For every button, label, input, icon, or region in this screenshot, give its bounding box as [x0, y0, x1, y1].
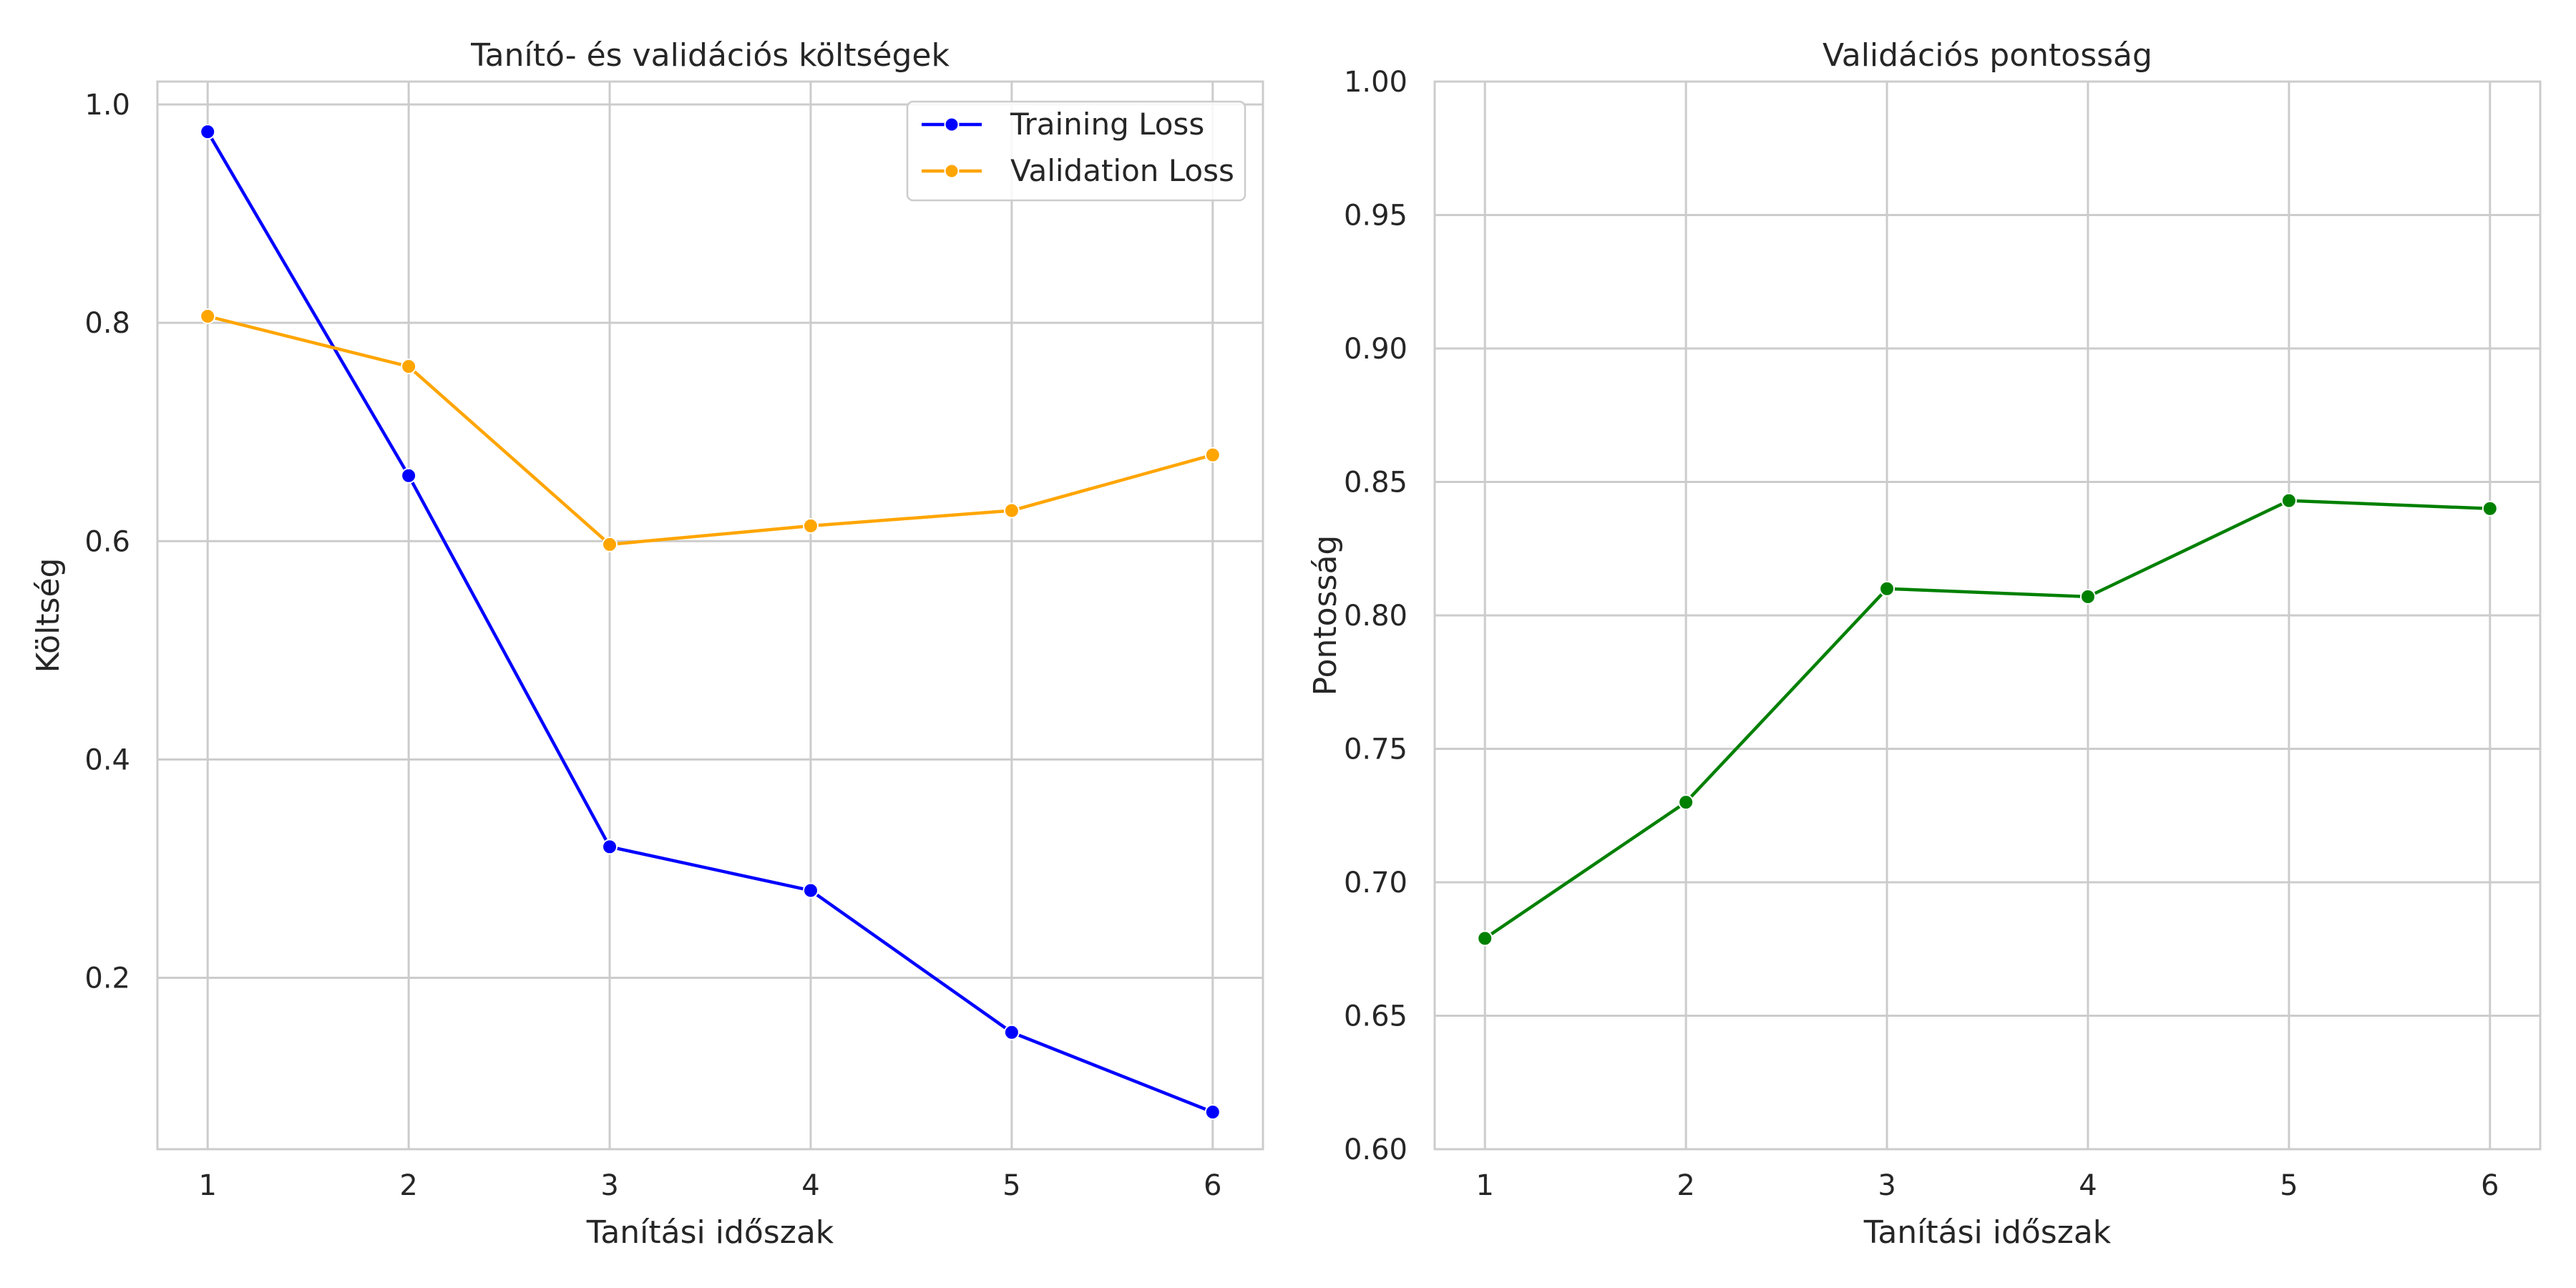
accuracy-series-0-point — [1879, 580, 1896, 597]
accuracy-chart-title: Validációs pontosság — [1823, 37, 2152, 74]
loss-y-axis-label: Költség — [30, 558, 67, 673]
accuracy-series-0-point — [2280, 492, 2297, 509]
loss-series-1-point — [200, 308, 216, 324]
loss-series-1-point — [401, 358, 417, 375]
accuracy-y-tick-label: 0.95 — [1344, 200, 1407, 233]
accuracy-chart: 1 2 3 4 5 6 0.60 0.65 0.70 0.75 0.80 0.85 0.90 0.95 1… — [1307, 37, 2542, 1251]
loss-series-0-point — [1204, 1104, 1221, 1121]
accuracy-series-0-point — [2482, 500, 2498, 517]
loss-y-tick-label: 0.2 — [84, 962, 130, 995]
accuracy-y-tick-label: 0.60 — [1344, 1133, 1407, 1166]
loss-series-1-point — [602, 536, 618, 552]
loss-series-1-point — [802, 517, 819, 534]
loss-x-axis-label: Tanítási időszak — [586, 1214, 834, 1251]
legend-marker-training — [944, 117, 960, 132]
accuracy-series-0-point — [1678, 794, 1694, 811]
loss-series-0-point — [200, 124, 216, 140]
accuracy-series-0-point — [1477, 930, 1493, 947]
loss-y-tick-label: 1.0 — [84, 89, 130, 122]
loss-x-ticks: 1 2 3 4 5 6 — [199, 1169, 1222, 1202]
accuracy-series-0-point — [2079, 588, 2096, 605]
loss-x-tick-label: 6 — [1204, 1169, 1221, 1202]
loss-x-tick-label: 1 — [199, 1169, 217, 1202]
accuracy-series — [1477, 492, 2498, 947]
accuracy-x-ticks: 1 2 3 4 5 6 — [1476, 1169, 2499, 1202]
loss-chart: 1 2 3 4 5 6 0.2 0.4 0.6 0.8 1.0 Tanító- és validá… — [30, 37, 1264, 1251]
loss-series-0-point — [602, 839, 618, 855]
accuracy-y-tick-label: 0.90 — [1344, 333, 1407, 366]
accuracy-x-tick-label: 1 — [1476, 1169, 1494, 1202]
loss-legend: Training Loss Validation Loss — [906, 100, 1246, 202]
accuracy-y-ticks: 0.60 0.65 0.70 0.75 0.80 0.85 0.90 0.95 1.00 — [1344, 66, 1407, 1166]
loss-x-tick-label: 2 — [399, 1169, 417, 1202]
legend-label-validation: Validation Loss — [1010, 153, 1234, 188]
legend-box — [906, 100, 1246, 202]
loss-series-1-line — [207, 314, 1214, 547]
loss-chart-title: Tanító- és validációs költségek — [470, 37, 950, 74]
accuracy-series-0-line — [1483, 499, 2490, 940]
loss-series-1-point — [1204, 447, 1221, 463]
loss-series — [200, 124, 1221, 1121]
accuracy-x-axis-label: Tanítási időszak — [1863, 1214, 2112, 1251]
loss-y-tick-label: 0.4 — [84, 743, 130, 776]
accuracy-x-tick-label: 4 — [2079, 1169, 2097, 1202]
legend-marker-validation — [944, 163, 960, 179]
loss-series-0-point — [802, 882, 819, 899]
loss-x-tick-label: 5 — [1002, 1169, 1020, 1202]
loss-plot-frame — [156, 80, 1264, 1151]
loss-y-tick-label: 0.8 — [84, 307, 130, 340]
loss-series-0-line — [206, 131, 1214, 1114]
loss-y-ticks: 0.2 0.4 0.6 0.8 1.0 — [84, 89, 130, 995]
loss-x-tick-label: 3 — [600, 1169, 618, 1202]
accuracy-plot-frame — [1433, 80, 2542, 1151]
accuracy-y-tick-label: 0.80 — [1344, 600, 1407, 633]
accuracy-x-tick-label: 5 — [2280, 1169, 2298, 1202]
loss-series-0-point — [401, 467, 417, 484]
accuracy-y-tick-label: 1.00 — [1344, 66, 1407, 99]
loss-series-0-point — [1003, 1024, 1020, 1040]
loss-series-1-point — [1003, 502, 1020, 519]
loss-y-tick-label: 0.6 — [84, 525, 130, 558]
legend-label-training: Training Loss — [1010, 107, 1204, 142]
accuracy-x-tick-label: 6 — [2481, 1169, 2499, 1202]
accuracy-x-tick-label: 3 — [1878, 1169, 1896, 1202]
loss-x-tick-label: 4 — [801, 1169, 819, 1202]
accuracy-y-tick-label: 0.70 — [1344, 867, 1407, 899]
accuracy-y-tick-label: 0.85 — [1344, 467, 1407, 499]
accuracy-x-tick-label: 2 — [1677, 1169, 1694, 1202]
accuracy-y-tick-label: 0.75 — [1344, 733, 1407, 766]
accuracy-y-tick-label: 0.65 — [1344, 1000, 1407, 1033]
accuracy-y-axis-label: Pontosság — [1307, 535, 1344, 696]
loss-grid — [157, 82, 1263, 1149]
